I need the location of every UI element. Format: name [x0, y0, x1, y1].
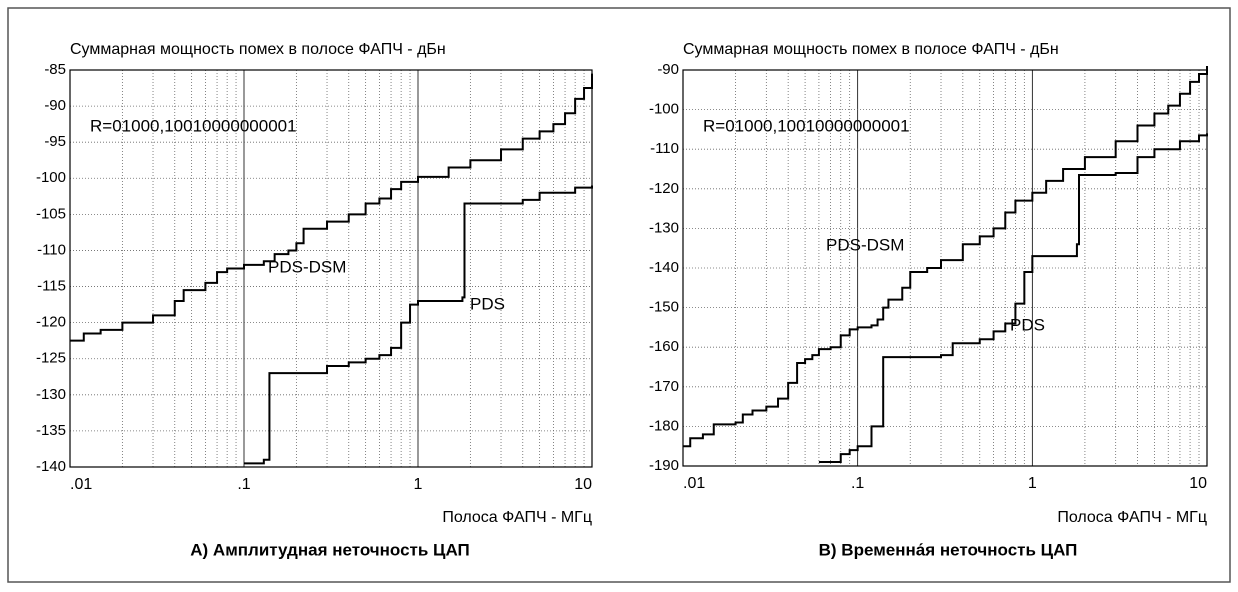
- x-tick-label: .01: [70, 476, 92, 493]
- series-label: PDS: [470, 294, 505, 313]
- series-line: [683, 66, 1208, 448]
- y-tick-label: -190: [649, 457, 679, 474]
- x-tick-label: 10: [574, 476, 592, 493]
- y-tick-label: -130: [36, 386, 66, 403]
- y-tick-label: -170: [649, 378, 679, 395]
- series-label: PDS-DSM: [826, 235, 904, 254]
- series-label: PDS-DSM: [268, 257, 346, 276]
- y-tick-label: -135: [36, 422, 66, 439]
- plot-frame: [69, 69, 593, 468]
- y-tick-label: -100: [36, 169, 66, 186]
- x-axis-label: Полоса ФАПЧ - МГц: [442, 509, 592, 526]
- annotation: R=01000,10010000000001: [90, 116, 297, 135]
- chart-caption: А) Амплитудная неточность ЦАП: [190, 540, 469, 559]
- x-tick-label: 10: [1189, 475, 1207, 492]
- y-tick-label: -90: [44, 97, 66, 114]
- series-line: [70, 73, 593, 342]
- x-tick-label: .1: [237, 476, 250, 493]
- y-tick-label: -100: [649, 101, 679, 118]
- series-line: [244, 185, 593, 465]
- x-tick-label: 1: [1028, 475, 1037, 492]
- plot-area: [70, 70, 592, 467]
- y-tick-label: -110: [37, 241, 66, 258]
- x-tick-label: .1: [851, 475, 864, 492]
- x-tick-label: .01: [683, 475, 705, 492]
- y-tick-label: -180: [649, 417, 679, 434]
- y-tick-label: -130: [649, 219, 679, 236]
- y-tick-label: -110: [650, 140, 679, 157]
- y-tick-label: -115: [37, 278, 66, 295]
- y-tick-label: -120: [649, 180, 679, 197]
- series-line: [818, 133, 1208, 464]
- annotation: R=01000,10010000000001: [703, 116, 910, 135]
- x-tick-label: 1: [414, 476, 423, 493]
- y-tick-label: -85: [44, 61, 66, 78]
- x-axis-label: Полоса ФАПЧ - МГц: [1057, 509, 1207, 526]
- chart-title: Суммарная мощность помех в полосе ФАПЧ -…: [70, 41, 446, 58]
- y-tick-label: -120: [36, 314, 66, 331]
- y-tick-label: -160: [649, 338, 679, 355]
- chart-title: Суммарная мощность помех в полосе ФАПЧ -…: [683, 41, 1059, 58]
- y-tick-label: -150: [649, 299, 679, 316]
- y-tick-label: -95: [44, 133, 66, 150]
- y-tick-label: -140: [649, 259, 679, 276]
- y-tick-label: -140: [36, 458, 66, 475]
- plot-frame: [682, 69, 1208, 467]
- chart-caption: В) Временна́я неточность ЦАП: [819, 540, 1078, 559]
- y-tick-label: -125: [36, 350, 66, 367]
- y-tick-label: -105: [36, 205, 66, 222]
- series-label: PDS: [1010, 315, 1045, 334]
- y-tick-label: -90: [657, 61, 679, 78]
